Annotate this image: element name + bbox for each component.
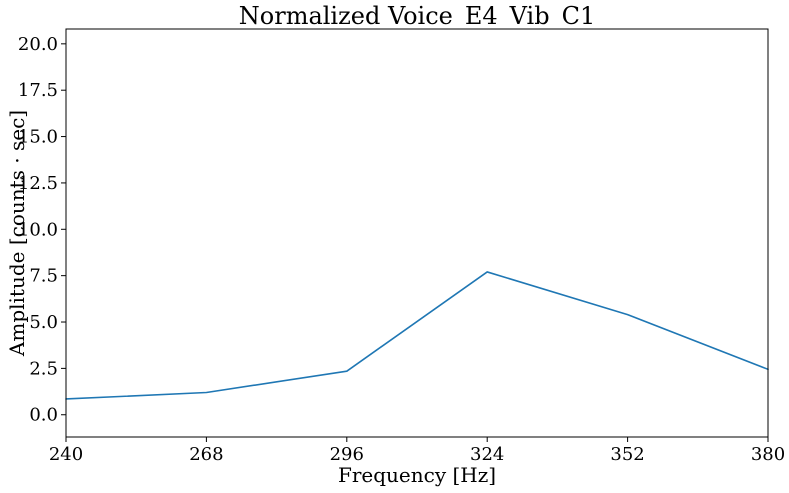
y-tick-label: 12.5	[18, 173, 58, 194]
y-tick-label: 15.0	[18, 127, 58, 148]
plot-layer: 240 268 296 324 352 380 0.0 2.5 5.0 7.5 10.0 12.5 15…	[18, 28, 785, 465]
chart-title: Normalized Voice_E4_Vib_C1	[239, 2, 595, 30]
x-tick-label: 240	[49, 444, 83, 465]
y-tick-label: 5.0	[29, 312, 58, 333]
plot-frame	[65, 28, 769, 438]
y-tick-label: 2.5	[29, 358, 58, 379]
series-line-0	[65, 271, 769, 400]
y-tick-label: 20.0	[18, 34, 58, 55]
x-tick-label: 296	[330, 444, 364, 465]
y-axis-label: Amplitude [counts · sec]	[5, 110, 29, 357]
x-tick-label: 324	[470, 444, 504, 465]
x-tick-label: 380	[751, 444, 785, 465]
x-tick-label: 268	[189, 444, 223, 465]
y-tick-label: 7.5	[29, 266, 58, 287]
x-tick-label: 352	[610, 444, 644, 465]
y-tick-label: 17.5	[18, 80, 58, 101]
y-tick-label: 0.0	[29, 405, 58, 426]
y-tick-label: 10.0	[18, 219, 58, 240]
x-axis-label: Frequency [Hz]	[338, 463, 496, 487]
